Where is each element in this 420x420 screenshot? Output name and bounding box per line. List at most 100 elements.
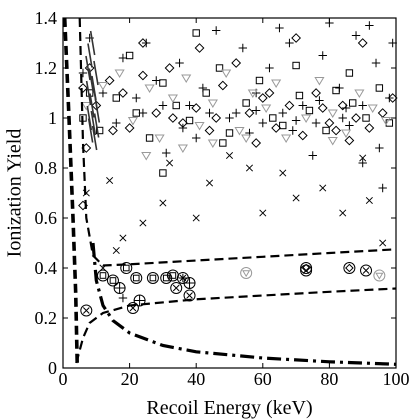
plus-marker: [134, 295, 146, 306]
x-tick-label: 20: [121, 369, 139, 389]
y-tick-label: 0.8: [35, 158, 58, 178]
circle-marker: [360, 264, 373, 277]
square-marker: [99, 272, 107, 279]
circle-marker: [373, 269, 386, 282]
x-marker: [259, 209, 267, 217]
y-tick-label: 1.2: [35, 58, 58, 78]
diamond-marker: [301, 263, 311, 273]
plus-marker: [231, 108, 241, 118]
plus-marker: [205, 108, 214, 118]
triangle-down-marker: [301, 114, 312, 123]
x-marker: [166, 159, 174, 167]
square-marker: [125, 51, 134, 60]
square-marker: [192, 29, 200, 37]
axes: 0 20 40 60 80 100 0 0.2 0.4 0.6 0.8 1 1.2 1.4: [35, 8, 410, 389]
dashdot-curve: [91, 242, 397, 366]
triangle-down-series: [81, 69, 392, 161]
plot-frame: [62, 17, 397, 369]
x-tick-label: 80: [320, 369, 338, 389]
x-marker: [339, 209, 347, 217]
plus-marker: [318, 51, 327, 60]
square-marker: [242, 99, 250, 107]
plus-marker: [152, 76, 161, 85]
diamond-marker: [264, 88, 275, 98]
y-tick-label: 0.4: [35, 258, 58, 278]
plus-marker: [298, 101, 307, 110]
y-tick-label: 0.2: [35, 308, 58, 328]
spike-marker: [89, 93, 95, 118]
x-marker: [365, 196, 373, 205]
diamond-marker: [364, 123, 375, 133]
circle-marker: [96, 269, 109, 282]
plus-marker: [118, 293, 128, 303]
x-tick-label: 40: [187, 369, 205, 389]
triangle-down-marker: [114, 69, 125, 78]
plus-marker: [185, 101, 194, 110]
plus-marker: [315, 96, 324, 105]
plus-marker: [358, 101, 367, 110]
triangle-down-marker: [247, 89, 258, 98]
square-marker: [295, 91, 304, 100]
circle-marker: [130, 272, 143, 284]
x-marker: [319, 184, 327, 192]
circle-marker: [126, 302, 139, 314]
square-marker: [215, 64, 224, 72]
x-marker: [139, 219, 147, 227]
square-marker: [169, 272, 177, 279]
triangle-down-marker: [354, 89, 365, 98]
square-marker: [159, 169, 167, 177]
x-marker: [159, 199, 167, 207]
plus-marker: [338, 113, 347, 123]
plus-marker: [311, 118, 321, 128]
spike-marker: [85, 80, 92, 106]
x-marker: [186, 292, 193, 299]
plus-marker: [371, 58, 381, 68]
plus-marker: [265, 63, 274, 73]
plus-marker: [285, 38, 294, 48]
circle-plus-series: [113, 277, 196, 307]
x-marker: [172, 284, 180, 292]
square-marker: [362, 114, 370, 122]
plus-marker: [184, 277, 196, 289]
diamond-marker: [138, 38, 148, 48]
plus-marker: [132, 93, 141, 103]
triangle-down-marker: [261, 104, 272, 113]
plus-marker: [142, 38, 151, 48]
plus-series: [78, 18, 397, 303]
spike-marker: [91, 125, 98, 151]
square-marker: [112, 94, 120, 102]
spike-marker: [93, 60, 99, 86]
spike-series: [85, 30, 101, 151]
triangle-down-marker: [207, 99, 218, 108]
circle-diamond-series: [300, 262, 356, 274]
diamond-marker: [324, 118, 335, 128]
circle-marker: [120, 262, 133, 274]
plus-marker: [275, 23, 284, 33]
triangle-down-marker: [194, 122, 205, 131]
diamond-marker: [291, 33, 302, 43]
triangle-down-marker: [380, 117, 392, 126]
diamond-marker: [167, 113, 178, 123]
diamond-marker: [351, 113, 361, 123]
plus-marker: [158, 101, 168, 110]
spike-marker: [87, 118, 94, 143]
plus-marker: [162, 148, 171, 158]
square-marker: [185, 116, 194, 125]
diamond-marker: [311, 88, 321, 98]
x-marker: [245, 164, 254, 172]
plus-marker: [358, 158, 367, 168]
x-marker: [279, 169, 287, 177]
plus-marker: [138, 108, 148, 118]
square-marker: [145, 134, 154, 142]
spike-marker: [94, 98, 101, 123]
circle-marker: [300, 262, 313, 274]
square-marker: [202, 89, 210, 97]
square-marker: [172, 101, 180, 110]
diamond-marker: [337, 100, 348, 111]
diamond-marker: [164, 63, 175, 73]
diamond-marker: [151, 108, 162, 118]
plus-marker: [291, 116, 301, 125]
plus-marker: [175, 58, 184, 68]
plus-marker: [238, 43, 248, 53]
plus-marker: [278, 108, 287, 118]
